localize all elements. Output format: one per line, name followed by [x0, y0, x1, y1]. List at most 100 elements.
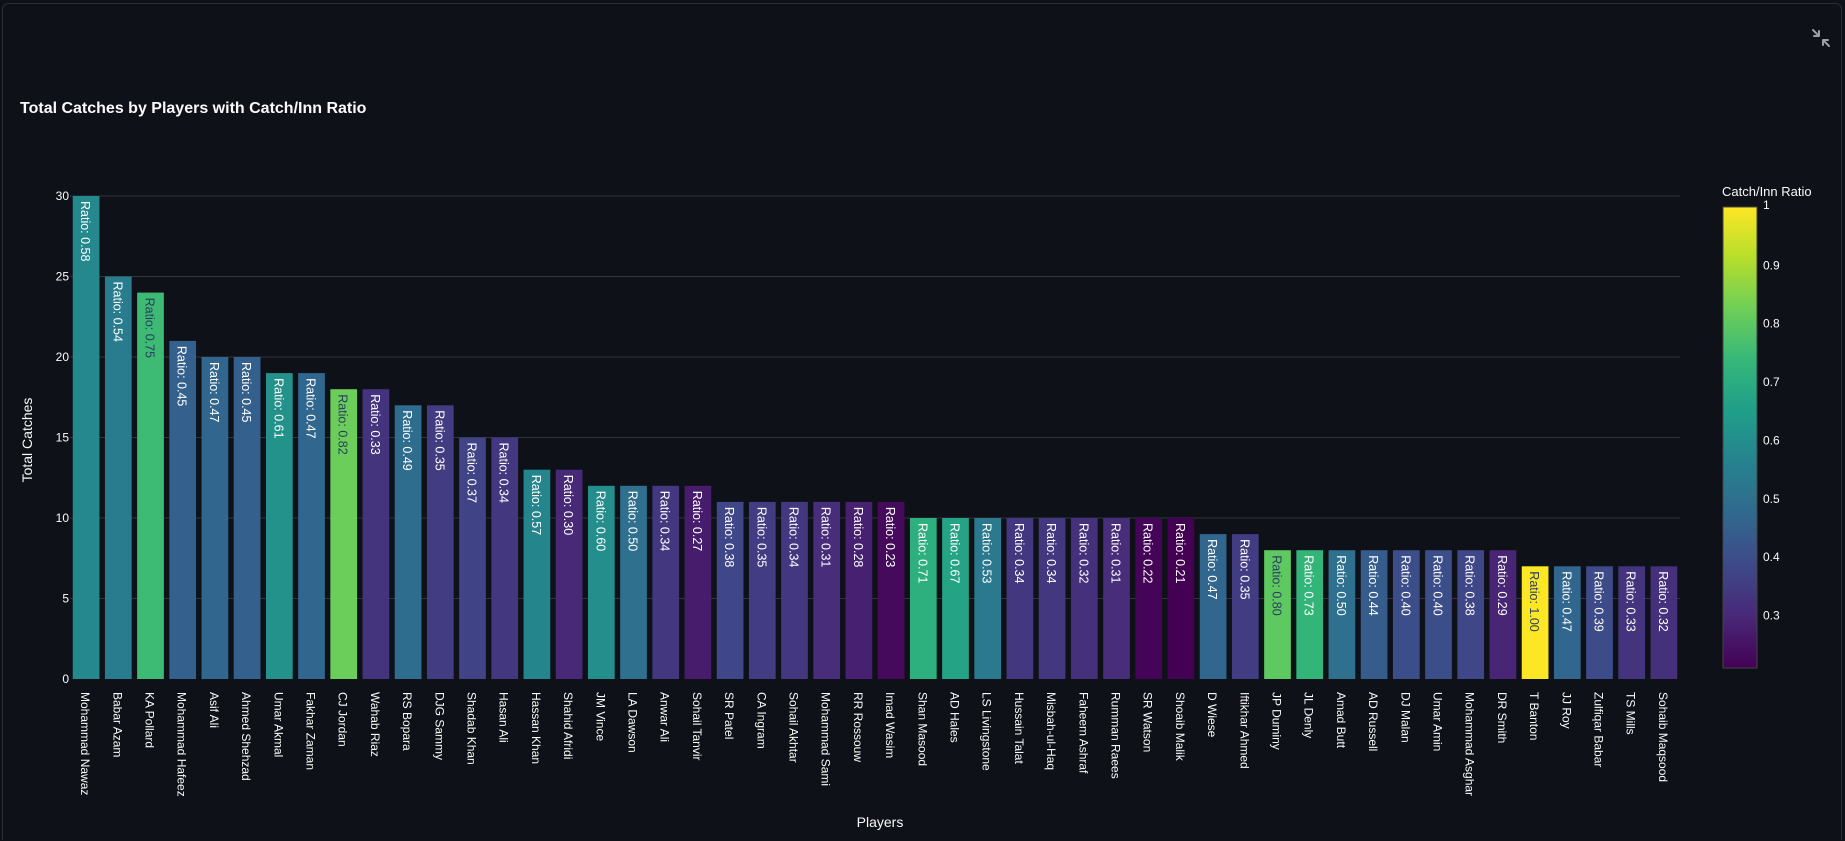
bar[interactable]	[748, 501, 776, 679]
bar-label: Ratio: 0.27	[690, 491, 704, 552]
bar-label: Ratio: 0.40	[1398, 555, 1412, 616]
bar-label: Ratio: 0.61	[271, 378, 285, 439]
bar[interactable]	[684, 485, 712, 679]
bar[interactable]	[781, 501, 808, 679]
collapse-icon[interactable]	[1809, 26, 1833, 50]
bar[interactable]	[877, 501, 905, 679]
bar[interactable]	[523, 469, 551, 679]
bar[interactable]	[169, 340, 197, 679]
x-tick-label: LA Dawson	[626, 692, 640, 753]
bar-label: Ratio: 0.34	[787, 507, 801, 568]
bar[interactable]	[1457, 550, 1485, 679]
bar[interactable]	[1328, 550, 1356, 679]
bar[interactable]	[1006, 518, 1034, 679]
bar-label: Ratio: 0.44	[1366, 555, 1380, 616]
bar[interactable]	[1231, 534, 1259, 679]
x-tick-label: TS Mills	[1624, 692, 1638, 735]
bar[interactable]	[652, 485, 680, 679]
bar-label: Ratio: 0.22	[1141, 523, 1155, 584]
x-tick-label: SR Patel	[722, 692, 736, 739]
bar[interactable]	[1199, 534, 1227, 679]
y-tick-label: 20	[56, 350, 70, 364]
x-tick-label: Mohammad Hafeez	[175, 692, 189, 797]
bar[interactable]	[1618, 566, 1646, 679]
bar-label: Ratio: 0.75	[143, 298, 157, 359]
bar[interactable]	[298, 373, 325, 679]
bar-label: Ratio: 0.50	[626, 491, 640, 552]
x-tick-label: Misbah-ul-Haq	[1044, 692, 1058, 770]
x-tick-label: Fakhar Zaman	[304, 692, 318, 770]
bar-label: Ratio: 0.82	[336, 394, 350, 455]
colorbar-tick-label: 0.5	[1763, 492, 1780, 506]
bar-label: Ratio: 0.45	[175, 346, 189, 407]
bar-label: Ratio: 0.80	[1270, 555, 1284, 616]
bar[interactable]	[845, 501, 873, 679]
bar[interactable]	[1489, 550, 1517, 679]
bar[interactable]	[1360, 550, 1388, 679]
chart-panel: Total Catches by Players with Catch/Inn …	[2, 3, 1842, 840]
bar-label: Ratio: 0.73	[1302, 555, 1316, 616]
bar-label: Ratio: 0.39	[1592, 571, 1606, 632]
bar[interactable]	[104, 276, 132, 680]
bar-label: Ratio: 0.49	[400, 410, 414, 471]
x-tick-label: DJG Sammy	[432, 692, 446, 760]
bar[interactable]	[1521, 566, 1549, 679]
x-axis-ticks: Mohammad Nawaz Babar Azam KA Pollard Mohamm…	[78, 692, 1670, 797]
x-tick-label: D Wiese	[1205, 692, 1219, 738]
bar[interactable]	[1425, 550, 1452, 679]
bar[interactable]	[555, 469, 583, 679]
bar-label: Ratio: 0.38	[1463, 555, 1477, 616]
x-tick-label: Imad Wasim	[883, 692, 897, 758]
x-tick-label: Sohail Akhtar	[787, 692, 801, 763]
bar[interactable]	[459, 437, 486, 680]
bar[interactable]	[1038, 518, 1066, 679]
bar-label: Ratio: 0.71	[915, 523, 929, 584]
bar-label: Ratio: 1.00	[1527, 571, 1541, 632]
bar[interactable]	[942, 518, 969, 679]
bar[interactable]	[716, 501, 744, 679]
bar[interactable]	[233, 357, 261, 679]
bar-label: Ratio: 0.34	[1044, 523, 1058, 584]
bar[interactable]	[1103, 518, 1130, 679]
bar-label: Ratio: 0.53	[980, 523, 994, 584]
bar[interactable]	[1586, 566, 1613, 679]
bar[interactable]	[1135, 518, 1163, 679]
x-tick-label: AD Hales	[948, 692, 962, 743]
colorbar-ticks: 0.3 0.4 0.5 0.6 0.7 0.8 0.9 1	[1763, 198, 1780, 622]
bar-label: Ratio: 0.67	[948, 523, 962, 584]
x-tick-label: JL Denly	[1302, 692, 1316, 738]
bar[interactable]	[1296, 550, 1324, 679]
bar-label: Ratio: 0.31	[1109, 523, 1123, 584]
bar[interactable]	[974, 518, 1002, 679]
bar[interactable]	[362, 389, 390, 679]
x-tick-label: Anwar Ali	[658, 692, 672, 742]
bar[interactable]	[1392, 550, 1420, 679]
bar[interactable]	[1167, 518, 1195, 679]
bar[interactable]	[330, 389, 358, 679]
bar[interactable]	[265, 373, 293, 679]
bar[interactable]	[813, 501, 841, 679]
bar[interactable]	[201, 357, 229, 679]
x-tick-label: Umar Amin	[1431, 692, 1445, 751]
bar[interactable]	[620, 485, 647, 679]
bar-label: Ratio: 0.34	[1012, 523, 1026, 584]
bar[interactable]	[1070, 518, 1098, 679]
bar[interactable]	[137, 292, 164, 679]
bar-label: Ratio: 0.34	[658, 491, 672, 552]
y-tick-label: 15	[56, 431, 70, 445]
bar-label: Ratio: 0.21	[1173, 523, 1187, 584]
bar[interactable]	[394, 405, 422, 679]
bar[interactable]	[1264, 550, 1291, 679]
bar-label: Ratio: 0.33	[1624, 571, 1638, 632]
y-tick-label: 0	[62, 672, 69, 686]
bar[interactable]	[72, 196, 100, 679]
bar-label: Ratio: 0.47	[304, 378, 318, 439]
bar[interactable]	[491, 437, 519, 680]
bar[interactable]	[1553, 566, 1581, 679]
bar[interactable]	[1650, 566, 1678, 679]
bar[interactable]	[426, 405, 454, 679]
bar[interactable]	[909, 518, 937, 679]
bar[interactable]	[587, 485, 615, 679]
x-tick-label: RS Bopara	[400, 692, 414, 751]
bar-label: Ratio: 0.60	[593, 491, 607, 552]
